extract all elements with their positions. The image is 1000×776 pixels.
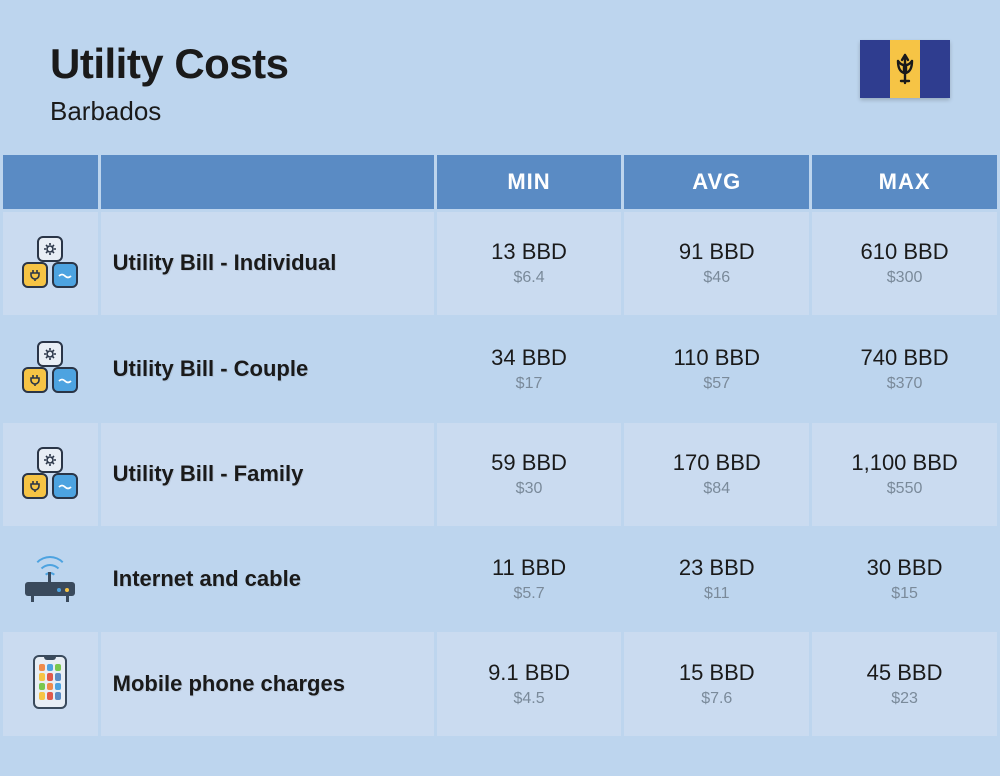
router-icon [20, 551, 80, 606]
gear-badge-icon [37, 447, 63, 473]
row-avg-cell: 23 BBD $11 [624, 529, 809, 630]
row-min-cell: 34 BBD $17 [437, 318, 622, 421]
min-secondary: $30 [437, 480, 622, 498]
flag-stripe-center [890, 40, 920, 98]
gear-badge-icon [37, 341, 63, 367]
water-badge-icon [52, 473, 78, 499]
water-badge-icon [52, 367, 78, 393]
page-subtitle: Barbados [50, 96, 289, 127]
row-min-cell: 11 BBD $5.7 [437, 529, 622, 630]
row-avg-cell: 91 BBD $46 [624, 212, 809, 315]
min-primary: 9.1 BBD [437, 660, 622, 686]
avg-secondary: $57 [624, 375, 809, 393]
col-header-label [101, 155, 434, 209]
avg-primary: 23 BBD [624, 555, 809, 581]
table-row: Utility Bill - Couple 34 BBD $17 110 BBD… [3, 318, 997, 421]
min-secondary: $6.4 [437, 269, 622, 287]
row-max-cell: 610 BBD $300 [812, 212, 997, 315]
min-primary: 13 BBD [437, 239, 622, 265]
row-label: Internet and cable [113, 566, 301, 591]
row-max-cell: 30 BBD $15 [812, 529, 997, 630]
avg-secondary: $7.6 [624, 690, 809, 708]
row-label-cell: Utility Bill - Couple [101, 318, 434, 421]
col-header-avg: AVG [624, 155, 809, 209]
avg-secondary: $84 [624, 480, 809, 498]
table-body: Utility Bill - Individual 13 BBD $6.4 91… [3, 212, 997, 736]
flag-stripe-right [920, 40, 950, 98]
row-label: Utility Bill - Individual [113, 250, 337, 275]
min-primary: 11 BBD [437, 555, 622, 581]
avg-primary: 91 BBD [624, 239, 809, 265]
row-label-cell: Utility Bill - Individual [101, 212, 434, 315]
row-icon-cell [3, 423, 98, 526]
phone-icon [20, 654, 80, 709]
table-row: Utility Bill - Individual 13 BBD $6.4 91… [3, 212, 997, 315]
col-header-icon [3, 155, 98, 209]
row-icon-cell [3, 529, 98, 630]
plug-badge-icon [22, 367, 48, 393]
row-label-cell: Internet and cable [101, 529, 434, 630]
title-block: Utility Costs Barbados [50, 40, 289, 127]
flag-stripe-left [860, 40, 890, 98]
max-secondary: $15 [812, 585, 997, 603]
max-primary: 45 BBD [812, 660, 997, 686]
row-min-cell: 13 BBD $6.4 [437, 212, 622, 315]
row-label: Utility Bill - Couple [113, 356, 309, 381]
avg-secondary: $46 [624, 269, 809, 287]
row-max-cell: 1,100 BBD $550 [812, 423, 997, 526]
avg-secondary: $11 [624, 585, 809, 603]
cost-table: MIN AVG MAX Utility Bill - Individual 13… [0, 152, 1000, 739]
utility-cluster-icon [20, 445, 80, 500]
avg-primary: 15 BBD [624, 660, 809, 686]
table-row: Mobile phone charges 9.1 BBD $4.5 15 BBD… [3, 632, 997, 736]
water-badge-icon [52, 262, 78, 288]
max-secondary: $300 [812, 269, 997, 287]
max-primary: 1,100 BBD [812, 450, 997, 476]
plug-badge-icon [22, 262, 48, 288]
min-secondary: $4.5 [437, 690, 622, 708]
avg-primary: 110 BBD [624, 345, 809, 371]
table-row: Utility Bill - Family 59 BBD $30 170 BBD… [3, 423, 997, 526]
barbados-flag-icon [860, 40, 950, 98]
row-avg-cell: 110 BBD $57 [624, 318, 809, 421]
gear-badge-icon [37, 236, 63, 262]
max-primary: 30 BBD [812, 555, 997, 581]
page-title: Utility Costs [50, 40, 289, 88]
row-icon-cell [3, 632, 98, 736]
max-primary: 610 BBD [812, 239, 997, 265]
row-avg-cell: 170 BBD $84 [624, 423, 809, 526]
trident-icon [895, 53, 915, 85]
row-min-cell: 59 BBD $30 [437, 423, 622, 526]
row-label: Mobile phone charges [113, 671, 345, 696]
row-max-cell: 45 BBD $23 [812, 632, 997, 736]
row-label-cell: Utility Bill - Family [101, 423, 434, 526]
table-header-row: MIN AVG MAX [3, 155, 997, 209]
col-header-min: MIN [437, 155, 622, 209]
utility-cluster-icon [20, 234, 80, 289]
max-secondary: $23 [812, 690, 997, 708]
row-label: Utility Bill - Family [113, 461, 304, 486]
row-max-cell: 740 BBD $370 [812, 318, 997, 421]
table-row: Internet and cable 11 BBD $5.7 23 BBD $1… [3, 529, 997, 630]
max-primary: 740 BBD [812, 345, 997, 371]
row-avg-cell: 15 BBD $7.6 [624, 632, 809, 736]
utility-cluster-icon [20, 340, 80, 395]
max-secondary: $370 [812, 375, 997, 393]
header: Utility Costs Barbados [0, 0, 1000, 152]
row-icon-cell [3, 318, 98, 421]
min-secondary: $17 [437, 375, 622, 393]
min-primary: 34 BBD [437, 345, 622, 371]
max-secondary: $550 [812, 480, 997, 498]
min-primary: 59 BBD [437, 450, 622, 476]
row-label-cell: Mobile phone charges [101, 632, 434, 736]
row-min-cell: 9.1 BBD $4.5 [437, 632, 622, 736]
plug-badge-icon [22, 473, 48, 499]
min-secondary: $5.7 [437, 585, 622, 603]
col-header-max: MAX [812, 155, 997, 209]
avg-primary: 170 BBD [624, 450, 809, 476]
row-icon-cell [3, 212, 98, 315]
